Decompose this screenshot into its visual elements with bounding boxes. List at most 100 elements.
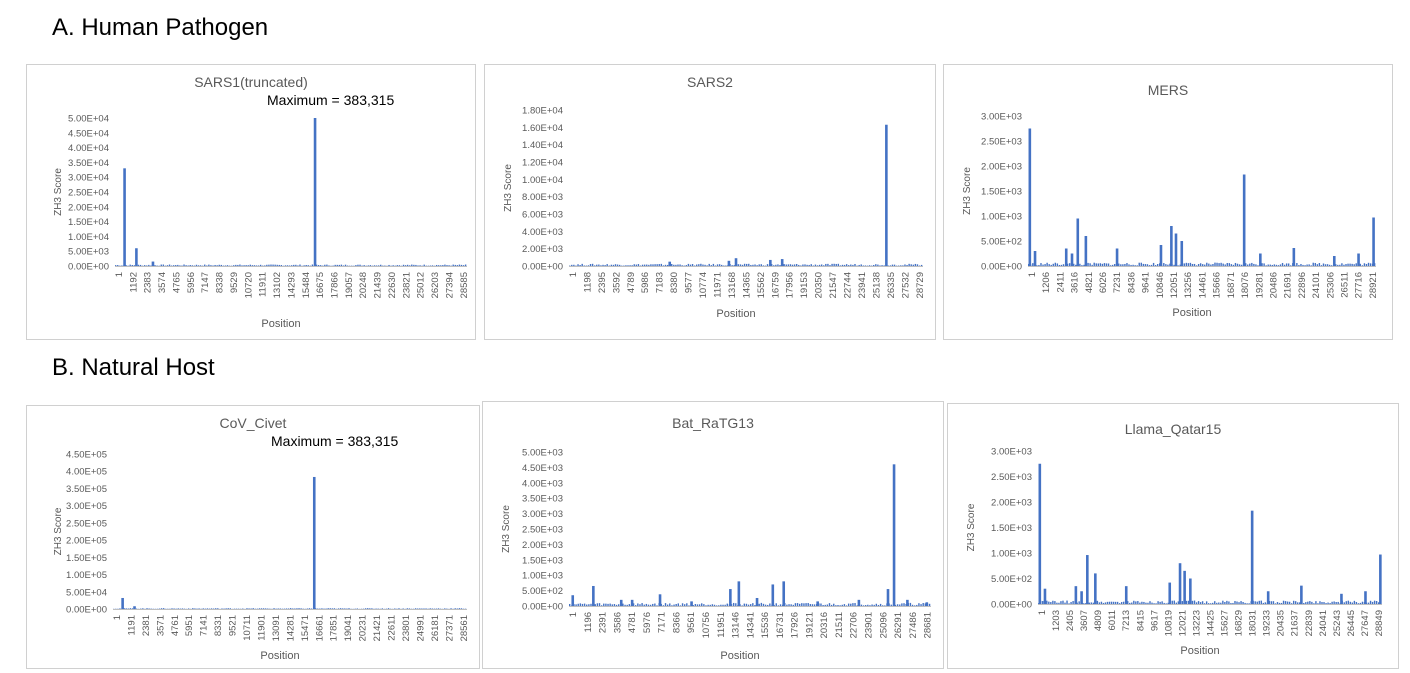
- bar: [804, 264, 806, 266]
- bar: [170, 265, 173, 266]
- bar: [196, 608, 198, 610]
- bar: [402, 264, 405, 266]
- bar: [464, 608, 467, 610]
- bar: [1236, 263, 1239, 266]
- bar: [398, 265, 401, 266]
- bar: [650, 264, 652, 266]
- bar: [222, 265, 225, 267]
- bar: [314, 608, 317, 609]
- y-tick-label: 0.00E+00: [66, 605, 107, 616]
- bar: [673, 264, 675, 266]
- bar: [1240, 601, 1242, 604]
- bar: [611, 604, 613, 606]
- bar: [1267, 264, 1269, 266]
- bar: [629, 265, 631, 266]
- bar: [1157, 601, 1159, 604]
- bar: [714, 265, 717, 266]
- bar: [862, 265, 865, 266]
- bar: [200, 608, 202, 610]
- x-tick-label: 27647: [1360, 610, 1371, 636]
- bar: [850, 264, 852, 266]
- x-tick-label: 23901: [864, 612, 875, 638]
- bar: [593, 265, 596, 266]
- bar: [830, 604, 833, 606]
- bar: [189, 265, 191, 266]
- x-tick-label: 1203: [1051, 610, 1062, 631]
- bar: [1175, 602, 1177, 604]
- bar: [192, 608, 194, 609]
- bar: [156, 608, 159, 610]
- bar: [643, 604, 645, 606]
- x-tick-label: 20435: [1276, 610, 1287, 636]
- bar: [1060, 601, 1062, 604]
- bar: [220, 264, 222, 266]
- bar: [1242, 601, 1244, 604]
- bar: [119, 608, 121, 609]
- bar: [581, 263, 583, 266]
- bar: [137, 264, 140, 266]
- y-tick-label: 6.00E+03: [522, 210, 563, 221]
- x-tick-label: 8366: [671, 612, 682, 633]
- bar: [1359, 263, 1362, 266]
- bar: [613, 604, 616, 606]
- bar: [210, 265, 212, 266]
- bar: [337, 608, 340, 609]
- bar: [187, 608, 190, 609]
- bar: [1363, 263, 1366, 266]
- bar: [758, 264, 760, 266]
- bar: [291, 265, 293, 266]
- bar: [745, 603, 748, 606]
- bar: [1093, 262, 1095, 266]
- x-tick-label: 1: [114, 272, 125, 277]
- x-tick-label: 9529: [229, 272, 240, 293]
- bar: [319, 608, 321, 610]
- bar: [452, 264, 454, 266]
- bar: [871, 604, 873, 606]
- bar: [1256, 601, 1258, 604]
- bar: [382, 265, 384, 267]
- bar: [639, 604, 641, 606]
- bar: [1304, 265, 1306, 266]
- x-axis-label: Position: [716, 308, 755, 320]
- bar: [257, 265, 260, 266]
- bar: [692, 605, 694, 606]
- bar: [1169, 263, 1171, 266]
- bar: [1144, 264, 1147, 266]
- bar: [162, 264, 165, 266]
- bar: [789, 264, 792, 266]
- chart-panel-mers: MERS 0.00E+00 5.00E+02 1.00E+03 1.50E+03 2.00…: [943, 64, 1393, 340]
- x-tick-label: 25138: [871, 272, 882, 298]
- bar: [1072, 601, 1074, 604]
- bar: [1048, 264, 1050, 266]
- bar: [125, 265, 127, 266]
- bar: [795, 264, 798, 266]
- bar-peak: [668, 261, 672, 266]
- x-tick-label: 3607: [1079, 610, 1090, 631]
- bar: [1118, 603, 1121, 604]
- bar: [1054, 262, 1057, 266]
- bar: [590, 603, 592, 606]
- bar: [612, 264, 615, 266]
- bar: [825, 263, 827, 266]
- bar-peak: [885, 124, 888, 266]
- bar: [1261, 263, 1263, 266]
- bar-peak: [892, 464, 896, 606]
- bar: [882, 605, 884, 606]
- bar: [429, 265, 432, 267]
- bar: [764, 265, 767, 267]
- x-tick-label: 20231: [358, 615, 369, 641]
- x-tick-label: 2411: [1055, 272, 1066, 292]
- bar: [139, 264, 142, 266]
- bar: [793, 264, 796, 266]
- bar: [1337, 601, 1339, 604]
- bar: [770, 264, 773, 266]
- bar: [193, 265, 196, 267]
- bar: [1100, 601, 1103, 604]
- bar: [1224, 264, 1226, 266]
- y-tick-label: 3.50E+03: [522, 494, 563, 505]
- x-tick-label: 4781: [627, 612, 638, 633]
- bar: [409, 265, 411, 266]
- x-tick-label: 8331: [213, 615, 224, 636]
- bar: [394, 608, 396, 609]
- bar: [811, 604, 814, 606]
